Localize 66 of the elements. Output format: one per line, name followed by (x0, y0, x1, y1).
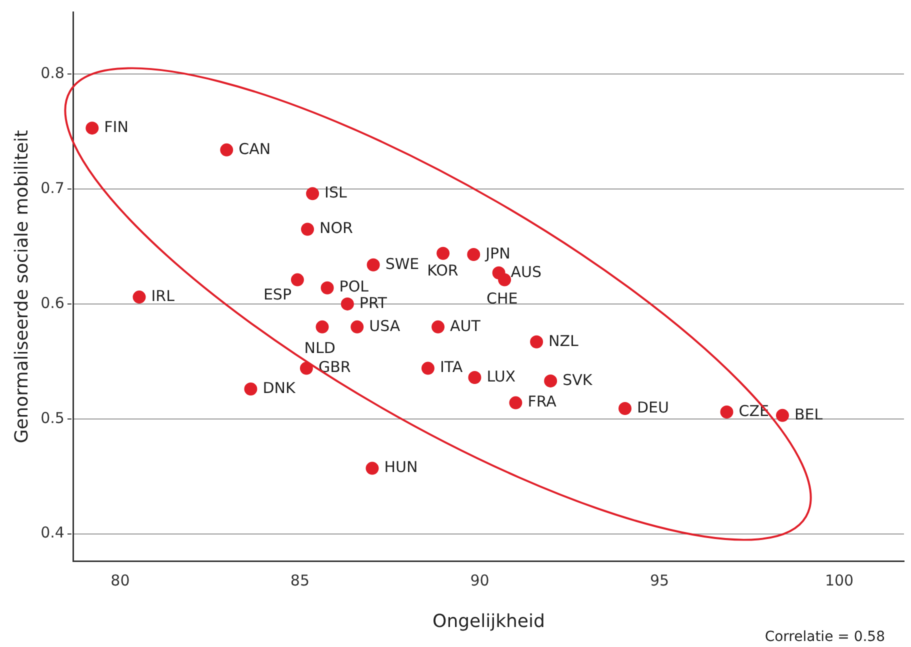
annotation: IRL (151, 286, 176, 305)
annotation: LUX (486, 367, 516, 386)
annotation: NOR (320, 219, 353, 238)
y-tick-label: 0.5 (40, 408, 64, 427)
point (468, 371, 482, 384)
annotation: BEL (794, 405, 824, 424)
annotation: POL (339, 278, 370, 296)
point (301, 222, 314, 236)
point (132, 290, 146, 304)
annotation: GBR (318, 358, 351, 376)
point (530, 335, 544, 348)
x-tick-label: 90 (470, 571, 490, 590)
annotation: CAN (238, 140, 271, 158)
text: Correlatie = 0.58 (764, 629, 885, 645)
y-axis-title: Genormaliseerde sociale mobiliteit (11, 130, 32, 444)
y-tick-label: 0.8 (40, 64, 64, 82)
point (421, 362, 434, 375)
x-axis-title: Ongelijkheid (432, 610, 545, 632)
annotation: DEU (636, 398, 670, 416)
point (366, 258, 380, 272)
point (320, 281, 334, 294)
y-tick-label: 0.6 (40, 294, 64, 312)
point (86, 122, 99, 135)
point (350, 320, 364, 334)
x-tick-label: 80 (110, 571, 130, 590)
annotation: DNK (262, 378, 296, 397)
annotation: NLD (304, 338, 336, 357)
annotation: FRA (528, 392, 558, 411)
annotation: AUS (510, 262, 542, 281)
x-tick-label: 95 (650, 571, 670, 590)
annotation: JPN (484, 244, 510, 262)
point (220, 143, 234, 156)
x-tick-label: 100 (824, 571, 854, 590)
annotation: SVK (562, 370, 594, 389)
y-tick-label: 0.7 (40, 178, 64, 197)
annotation: ISL (324, 183, 348, 202)
annotation: ITA (440, 358, 464, 376)
point (720, 405, 734, 418)
annotation: CZE (738, 402, 769, 420)
y-tick-label: 0.4 (40, 524, 64, 542)
point (436, 246, 450, 260)
point (498, 273, 512, 286)
point (366, 462, 379, 475)
point (300, 362, 313, 375)
x-tick-label: 85 (290, 571, 310, 590)
annotation: NZL (548, 332, 580, 350)
annotation: HUN (384, 458, 418, 476)
point (544, 374, 558, 388)
point (432, 320, 445, 334)
point (316, 320, 329, 334)
annotation: CHE (486, 290, 518, 308)
annotation: SWE (385, 254, 420, 273)
point (290, 273, 304, 286)
annotation: AUT (450, 316, 482, 335)
annotation: ESP (263, 286, 292, 304)
point (340, 297, 354, 310)
annotation: PRT (359, 294, 388, 312)
annotation: USA (369, 316, 401, 335)
point (618, 402, 632, 416)
point (776, 408, 789, 422)
point (467, 248, 480, 262)
annotation: KOR (427, 261, 458, 280)
point (244, 382, 258, 396)
annotation: FIN (104, 118, 128, 136)
point (509, 396, 522, 410)
point (306, 187, 320, 200)
